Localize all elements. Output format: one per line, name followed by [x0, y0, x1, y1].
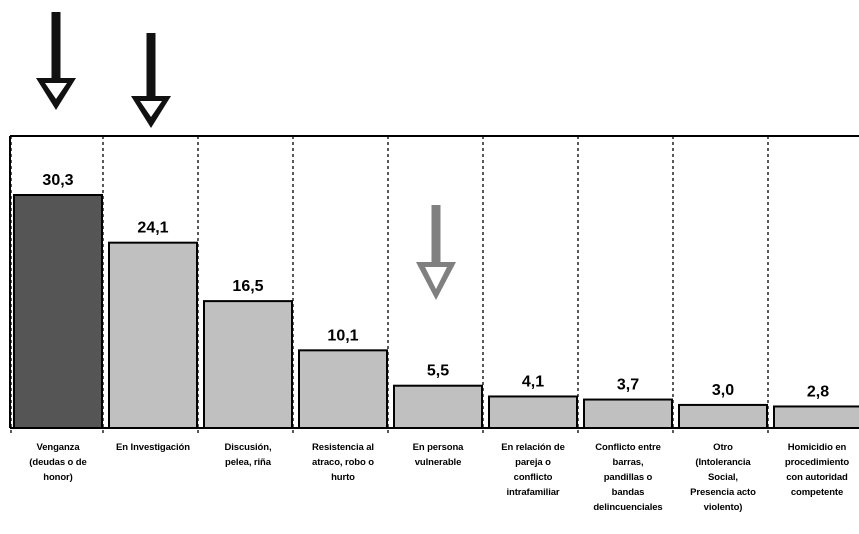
- category-label-line: Resistencia al: [312, 442, 374, 453]
- category-label-line: delincuenciales: [593, 502, 663, 513]
- data-label: 2,8: [807, 383, 829, 400]
- down-arrow-shaft: [431, 205, 441, 262]
- category-label-line: (deudas o de: [29, 457, 87, 468]
- category-label-line: pandillas o: [603, 472, 653, 483]
- value-labels: 30,3 24,1 16,5 10,1 5,5 4,1 3,7 3,0 2,8: [42, 172, 829, 400]
- category-label-line: pelea, riña: [225, 457, 271, 468]
- category-label-line: hurto: [331, 472, 355, 483]
- data-label: 10,1: [327, 327, 358, 344]
- category-label-line: intrafamiliar: [506, 487, 560, 498]
- data-label: 3,7: [617, 377, 639, 394]
- category-label-line: con autoridad: [786, 472, 848, 483]
- category-label-line: barras,: [612, 457, 644, 468]
- bars: [13, 194, 859, 430]
- data-label: 3,0: [712, 382, 734, 399]
- category-label-line: En relación de: [501, 442, 565, 453]
- bar: [488, 395, 578, 430]
- down-arrow-hollow: [140, 101, 162, 117]
- category-label: Discusión, pelea, riña: [202, 440, 294, 470]
- category-label: Conflicto entre barras, pandillas o bandas d…: [582, 440, 674, 515]
- category-label-line: Presencia acto: [690, 487, 756, 498]
- bar: [13, 194, 103, 429]
- category-label-line: En Investigación: [116, 442, 190, 453]
- category-label-line: Otro: [713, 442, 733, 453]
- category-label-line: competente: [790, 487, 844, 498]
- down-arrow-hollow: [425, 267, 447, 289]
- category-label-line: bandas: [611, 487, 645, 498]
- bar: [298, 349, 388, 430]
- category-label: En Investigación: [107, 440, 199, 455]
- category-label-line: Conflicto entre: [595, 442, 661, 453]
- category-label-line: vulnerable: [414, 457, 462, 468]
- category-label-line: Homicidio en: [787, 442, 847, 453]
- category-label-line: violento): [703, 502, 743, 513]
- category-label-line: Discusión,: [224, 442, 272, 453]
- category-label: Venganza (deudas o de honor): [12, 440, 104, 485]
- category-label-line: (Intolerancia: [695, 457, 751, 468]
- bar: [203, 300, 293, 429]
- bar: [583, 398, 673, 429]
- bar: [773, 405, 859, 430]
- down-arrow-shaft: [51, 12, 61, 78]
- category-label-line: pareja o: [515, 457, 551, 468]
- down-arrow-shaft: [146, 33, 156, 96]
- category-label-line: conflicto: [513, 472, 553, 483]
- category-label-line: Venganza: [36, 442, 80, 453]
- category-label-line: En persona: [412, 442, 464, 453]
- category-label-line: honor): [43, 472, 73, 483]
- arrows: [36, 12, 456, 300]
- data-label: 24,1: [137, 220, 168, 237]
- bar: [393, 384, 483, 429]
- category-label: Resistencia al atraco, robo o hurto: [297, 440, 389, 485]
- data-label: 16,5: [232, 278, 263, 295]
- category-label: En relación de pareja o conflicto intrafami…: [487, 440, 579, 500]
- bar: [108, 241, 198, 429]
- category-label: En persona vulnerable: [392, 440, 484, 470]
- category-label: Otro (Intolerancia Social, Presencia acto vi…: [677, 440, 769, 515]
- category-label-line: Social,: [708, 472, 738, 483]
- down-arrow-hollow: [45, 83, 67, 99]
- category-label: Homicidio en procedimiento con autoridad co…: [774, 440, 859, 500]
- bar: [678, 403, 768, 430]
- data-label: 4,1: [522, 373, 544, 390]
- category-label-line: atraco, robo o: [312, 457, 374, 468]
- category-label-line: procedimiento: [784, 457, 850, 468]
- data-label: 5,5: [427, 363, 449, 380]
- data-label: 30,3: [42, 172, 73, 189]
